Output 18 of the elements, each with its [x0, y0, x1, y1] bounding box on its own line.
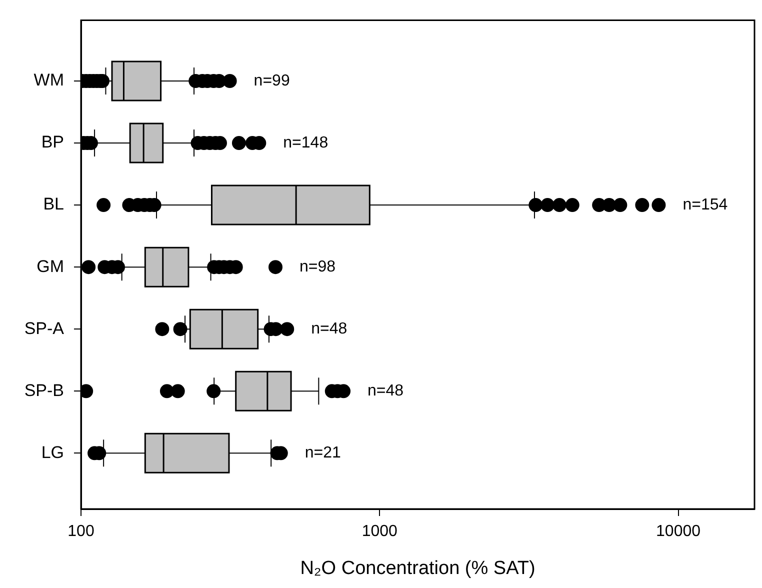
annotation: n=21: [304, 444, 342, 462]
annotation: n=98: [299, 258, 336, 276]
annotation: n=99: [254, 72, 290, 90]
y-tick-label: LG: [41, 442, 64, 462]
x-tick-label: 1000: [362, 523, 398, 540]
x-axis-title: N₂O Concentration (% SAT): [300, 558, 536, 579]
annotation: n=48: [368, 382, 404, 400]
y-tick-label: BP: [41, 132, 64, 152]
x-tick-label: 100: [68, 523, 94, 540]
annotation: n=148: [283, 134, 328, 152]
y-tick-label: GM: [36, 256, 64, 276]
y-tick-label: SP-A: [24, 318, 65, 338]
y-tick-label: WM: [34, 70, 64, 90]
y-tick-label: SP-B: [24, 380, 64, 400]
y-tick-label: BL: [43, 194, 64, 214]
x-tick-label: 10000: [656, 523, 701, 540]
annotation: n=48: [311, 320, 348, 338]
annotation: n=154: [682, 196, 728, 214]
